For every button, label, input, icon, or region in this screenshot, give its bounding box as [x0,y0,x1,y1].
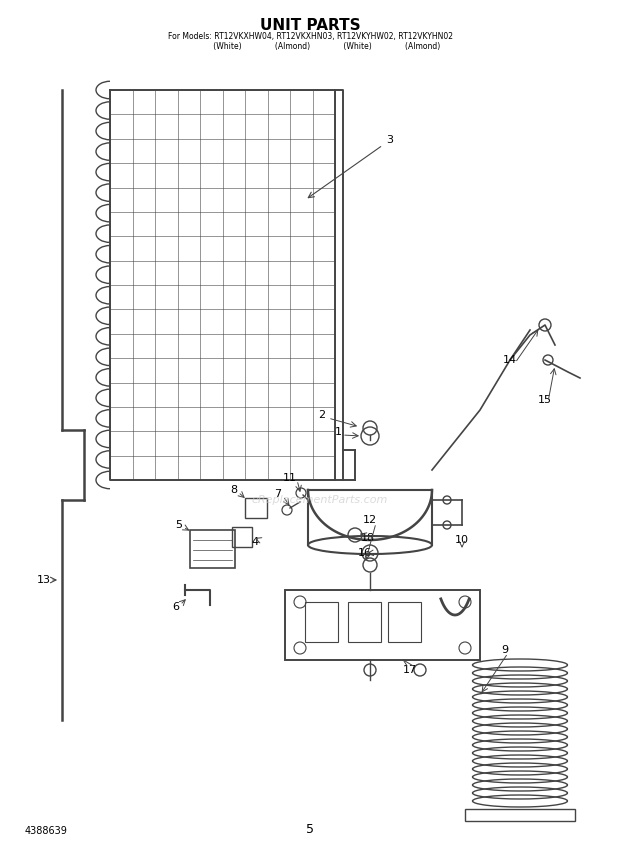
Bar [388,602,421,642]
Text: 14: 14 [503,355,517,365]
Bar [465,809,575,821]
Text: 13: 13 [37,575,51,585]
Bar [305,602,338,642]
Text: 8: 8 [231,485,237,495]
Text: 4388639: 4388639 [25,826,68,836]
Text: 11: 11 [283,473,297,483]
Text: 2: 2 [319,410,326,420]
Text: 4: 4 [252,537,259,547]
Text: 15: 15 [538,395,552,405]
Text: eReplacementParts.com: eReplacementParts.com [252,495,388,505]
Text: 1: 1 [335,427,342,437]
Text: 18: 18 [361,533,375,543]
Text: 6: 6 [172,602,180,612]
Text: 12: 12 [363,515,377,525]
Text: 10: 10 [455,535,469,545]
Text: 9: 9 [502,645,508,655]
Text: 5: 5 [306,823,314,836]
Bar [245,498,267,518]
Text: (White)              (Almond)              (White)              (Almond): (White) (Almond) (White) (Almond) [180,42,440,51]
Text: UNIT PARTS: UNIT PARTS [260,18,360,33]
Text: 7: 7 [275,489,281,499]
Bar [190,530,235,568]
Bar [285,590,480,660]
Text: For Models: RT12VKXHW04, RT12VKXHN03, RT12VKYHW02, RT12VKYHN02: For Models: RT12VKXHW04, RT12VKXHN03, RT… [167,32,453,41]
Text: 17: 17 [403,665,417,675]
Text: 5: 5 [175,520,182,530]
Bar [348,602,381,642]
Bar [232,527,252,547]
Text: 3: 3 [386,135,394,145]
Text: 16: 16 [358,548,372,558]
